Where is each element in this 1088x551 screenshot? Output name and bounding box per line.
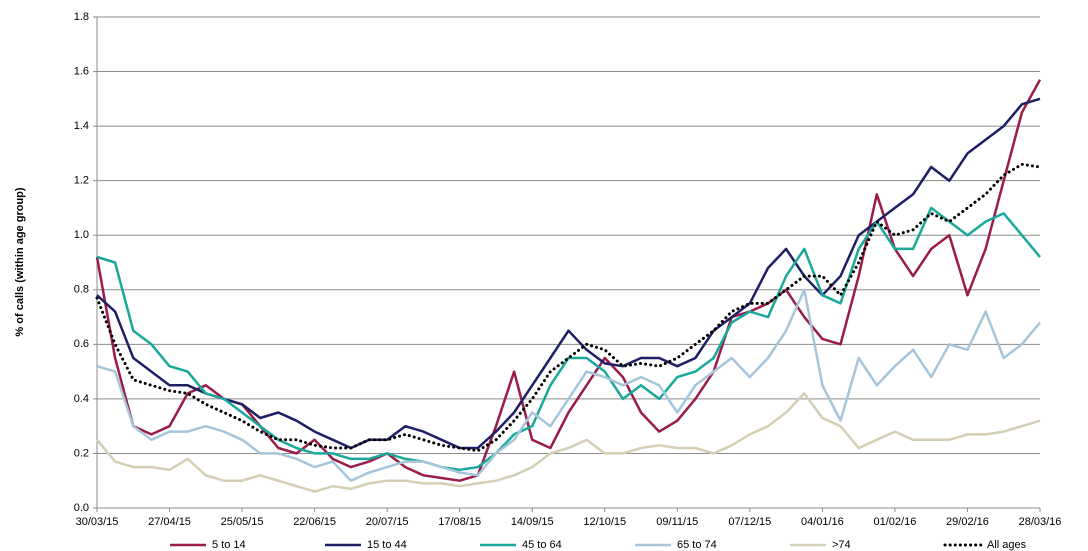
x-tick-label: 12/10/15 [583, 516, 626, 528]
series-line [96, 392, 1041, 493]
legend-label: 15 to 44 [367, 539, 407, 551]
y-tick-label: 1.8 [74, 11, 89, 23]
y-tick-label: 1.4 [74, 120, 89, 132]
x-tick-label: 04/01/16 [801, 516, 844, 528]
legend-label: >74 [832, 539, 851, 551]
y-tick-label: 1.2 [74, 175, 89, 187]
x-tick-label: 07/12/15 [728, 516, 771, 528]
series-line [96, 288, 1041, 482]
x-tick-label: 30/03/15 [76, 516, 119, 528]
x-tick-label: 14/09/15 [511, 516, 554, 528]
legend-label: 65 to 74 [677, 539, 717, 551]
x-tick-label: 09/11/15 [656, 516, 698, 528]
x-tick-label: 17/08/15 [438, 516, 481, 528]
y-tick-label: 0.0 [74, 502, 89, 514]
series-line [95, 79, 1042, 482]
x-tick-label: 29/02/16 [946, 516, 989, 528]
y-tick-label: 1.0 [74, 229, 89, 241]
x-tick-label: 28/03/16 [1019, 516, 1062, 528]
x-tick-label: 20/07/15 [366, 516, 409, 528]
y-tick-label: 1.6 [74, 65, 89, 77]
y-tick-label: 0.4 [74, 393, 89, 405]
series-line [95, 162, 1042, 453]
x-tick-label: 27/04/15 [148, 516, 191, 528]
series-line [96, 206, 1041, 472]
legend-label: 45 to 64 [522, 539, 562, 551]
y-axis-label: % of calls (within age group) [14, 187, 26, 336]
legend-label: All ages [987, 539, 1027, 551]
y-tick-label: 0.2 [74, 447, 89, 459]
x-tick-label: 01/02/16 [874, 516, 917, 528]
x-tick-label: 22/06/15 [293, 516, 336, 528]
x-tick-label: 25/05/15 [221, 516, 264, 528]
series-line [96, 97, 1041, 450]
y-tick-label: 0.8 [74, 284, 89, 296]
y-tick-label: 0.6 [74, 338, 89, 350]
legend-label: 5 to 14 [212, 539, 246, 551]
